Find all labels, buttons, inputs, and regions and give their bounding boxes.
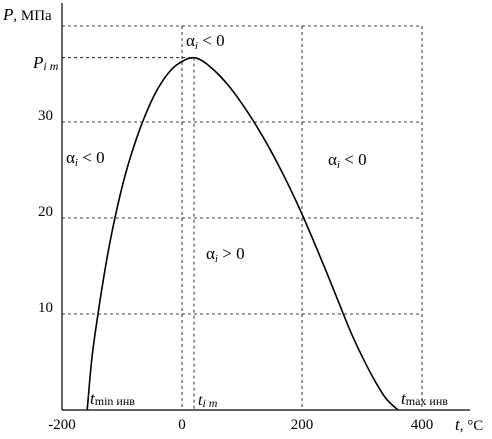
grid-lines <box>62 25 423 410</box>
alpha-left-label: αi < 0 <box>66 148 105 169</box>
alpha-top-label: αi < 0 <box>186 31 225 52</box>
t-max-label: tmax инв <box>401 389 448 408</box>
x-tick-label: 400 <box>411 417 434 433</box>
y-axis-title: P, МПа <box>2 5 52 24</box>
x-tick-label: 0 <box>178 417 186 433</box>
x-tick-label: -200 <box>48 417 76 433</box>
alpha-right-label: αi < 0 <box>328 150 367 171</box>
x-tick-label: 200 <box>291 417 314 433</box>
t-min-label: tmin инв <box>90 389 135 408</box>
p-im-label: Pi m <box>32 53 59 73</box>
x-tick-labels: -200 0 200 400 <box>48 417 433 433</box>
y-tick-label: 30 <box>38 108 53 124</box>
y-tick-label: 10 <box>38 300 53 316</box>
x-axis-title: t, °C <box>455 415 483 434</box>
alpha-mid-label: αi > 0 <box>206 244 245 265</box>
series-line <box>86 56 399 411</box>
y-tick-labels: 10 20 30 <box>38 108 53 316</box>
t-im-label: ti m <box>198 392 218 410</box>
y-tick-label: 20 <box>38 204 53 220</box>
